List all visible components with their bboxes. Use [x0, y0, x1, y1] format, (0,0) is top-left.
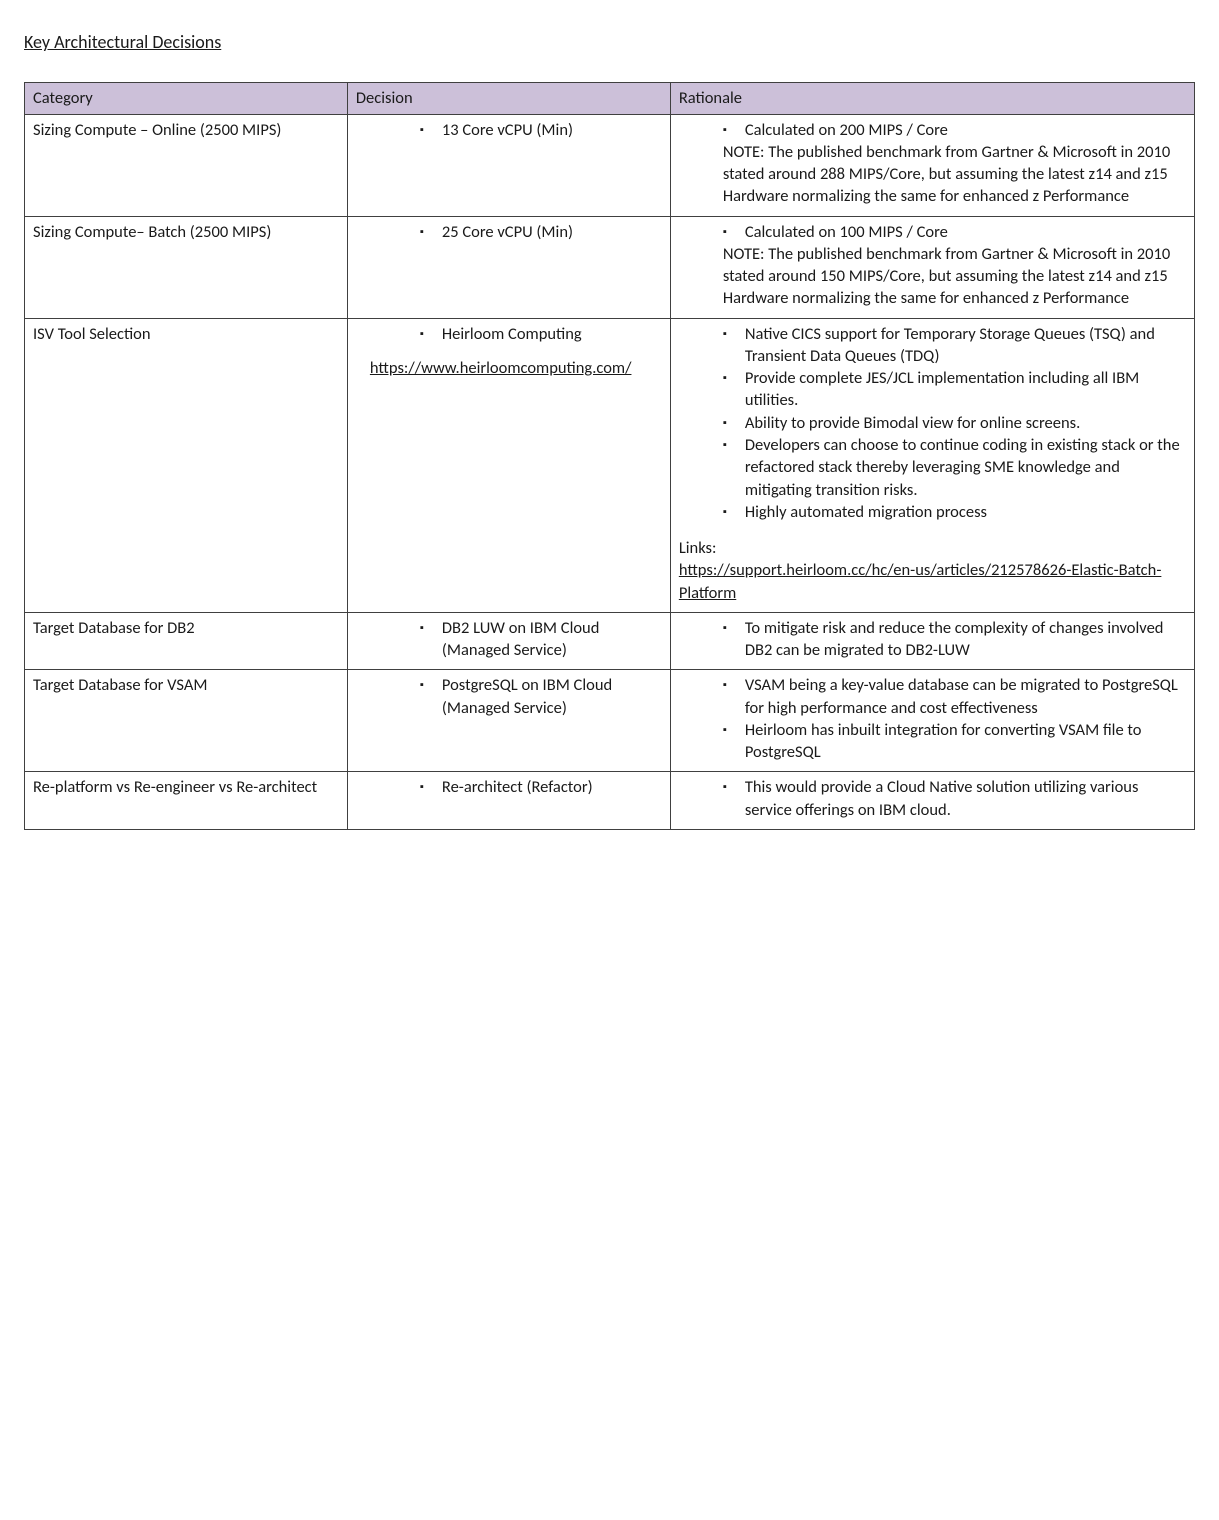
list-item: Provide complete JES/JCL implementation …: [723, 367, 1186, 412]
col-header-decision: Decision: [347, 83, 670, 114]
list-item: Ability to provide Bimodal view for onli…: [723, 412, 1186, 434]
cell-decision: 25 Core vCPU (Min): [347, 216, 670, 318]
table-row: Sizing Compute– Batch (2500 MIPS) 25 Cor…: [25, 216, 1195, 318]
cell-rationale: Calculated on 100 MIPS / Core NOTE: The …: [670, 216, 1194, 318]
cell-rationale: VSAM being a key-value database can be m…: [670, 670, 1194, 772]
list-item: PostgreSQL on IBM Cloud (Managed Service…: [420, 674, 662, 719]
list-item: 13 Core vCPU (Min): [420, 119, 662, 141]
cell-decision: PostgreSQL on IBM Cloud (Managed Service…: [347, 670, 670, 772]
cell-category: Target Database for VSAM: [25, 670, 348, 772]
table-row: Target Database for VSAM PostgreSQL on I…: [25, 670, 1195, 772]
list-item: Native CICS support for Temporary Storag…: [723, 323, 1186, 368]
cell-decision: Re-architect (Refactor): [347, 772, 670, 830]
table-row: Sizing Compute – Online (2500 MIPS) 13 C…: [25, 114, 1195, 216]
list-item: 25 Core vCPU (Min): [420, 221, 662, 243]
cell-category: Re-platform vs Re-engineer vs Re-archite…: [25, 772, 348, 830]
rationale-link[interactable]: https://support.heirloom.cc/hc/en-us/art…: [679, 559, 1186, 604]
list-item: VSAM being a key-value database can be m…: [723, 674, 1186, 719]
decisions-table: Category Decision Rationale Sizing Compu…: [24, 82, 1195, 830]
list-item: Calculated on 200 MIPS / Core: [723, 119, 1186, 141]
cell-category: Sizing Compute– Batch (2500 MIPS): [25, 216, 348, 318]
list-item: Highly automated migration process: [723, 501, 1186, 523]
cell-rationale: Calculated on 200 MIPS / Core NOTE: The …: [670, 114, 1194, 216]
list-item: Re-architect (Refactor): [420, 776, 662, 798]
table-row: Re-platform vs Re-engineer vs Re-archite…: [25, 772, 1195, 830]
list-item: This would provide a Cloud Native soluti…: [723, 776, 1186, 821]
decision-link[interactable]: https://www.heirloomcomputing.com/: [356, 357, 662, 379]
cell-decision: DB2 LUW on IBM Cloud (Managed Service): [347, 612, 670, 670]
list-item: Heirloom Computing: [420, 323, 662, 345]
table-row: Target Database for DB2 DB2 LUW on IBM C…: [25, 612, 1195, 670]
list-item: Calculated on 100 MIPS / Core: [723, 221, 1186, 243]
col-header-rationale: Rationale: [670, 83, 1194, 114]
cell-decision: Heirloom Computing https://www.heirloomc…: [347, 318, 670, 612]
list-item: DB2 LUW on IBM Cloud (Managed Service): [420, 617, 662, 662]
cell-category: Sizing Compute – Online (2500 MIPS): [25, 114, 348, 216]
links-label: Links:: [679, 537, 1186, 559]
rationale-note: NOTE: The published benchmark from Gartn…: [679, 141, 1186, 208]
page-title: Key Architectural Decisions: [24, 30, 1195, 54]
cell-rationale: To mitigate risk and reduce the complexi…: [670, 612, 1194, 670]
cell-rationale: This would provide a Cloud Native soluti…: [670, 772, 1194, 830]
table-row: ISV Tool Selection Heirloom Computing ht…: [25, 318, 1195, 612]
cell-category: ISV Tool Selection: [25, 318, 348, 612]
list-item: Developers can choose to continue coding…: [723, 434, 1186, 501]
cell-rationale: Native CICS support for Temporary Storag…: [670, 318, 1194, 612]
list-item: Heirloom has inbuilt integration for con…: [723, 719, 1186, 764]
col-header-category: Category: [25, 83, 348, 114]
list-item: To mitigate risk and reduce the complexi…: [723, 617, 1186, 662]
rationale-note: NOTE: The published benchmark from Gartn…: [679, 243, 1186, 310]
cell-category: Target Database for DB2: [25, 612, 348, 670]
cell-decision: 13 Core vCPU (Min): [347, 114, 670, 216]
